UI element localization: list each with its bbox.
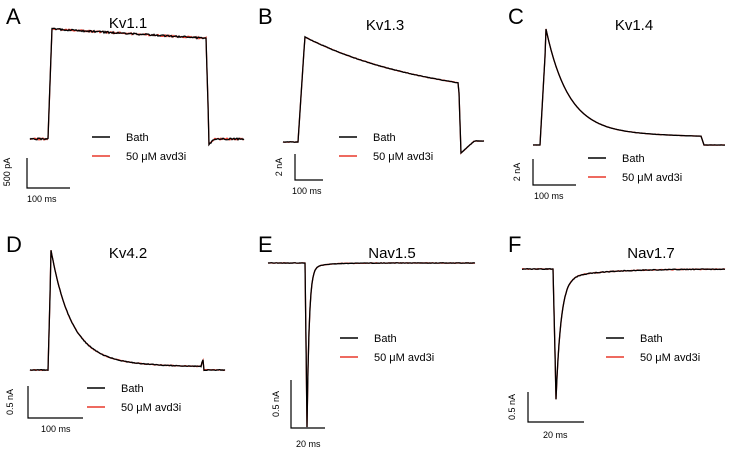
legend: Bath 50 μM avd3i <box>339 132 433 163</box>
panel-title: Kv1.3 <box>366 17 404 34</box>
scale-bar-y-label: 0.5 nA <box>5 389 15 415</box>
legend-label-drug: 50 μM avd3i <box>373 151 433 163</box>
trace-bath <box>29 250 226 372</box>
scale-bar: 0.5 nA 100 ms <box>5 386 83 434</box>
panel-letter: B <box>258 4 273 29</box>
panel-letter: D <box>6 232 22 257</box>
trace-bath <box>267 262 476 428</box>
legend-label-bath: Bath <box>640 333 663 345</box>
scale-bar: 0.5 nA 20 ms <box>507 392 584 440</box>
scale-bar: 2 nA 100 ms <box>274 154 323 196</box>
legend-label-bath: Bath <box>373 132 396 144</box>
panel-d: D Kv4.2 Bath 50 μM avd3i 0.5 nA 100 ms <box>5 232 226 434</box>
scale-bar-x-label: 20 ms <box>296 439 321 449</box>
trace-bath <box>532 28 726 146</box>
scale-bar-x-label: 100 ms <box>292 186 322 196</box>
panel-title: Kv1.1 <box>109 15 147 32</box>
legend-label-bath: Bath <box>622 153 645 165</box>
scale-bar-lines <box>527 392 584 423</box>
panel-letter: C <box>508 4 524 29</box>
panel-title: Nav1.5 <box>368 245 416 262</box>
legend: Bath 50 μM avd3i <box>92 132 186 163</box>
panel-letter: F <box>508 232 521 257</box>
scale-bar: 500 pA 100 ms <box>2 158 70 204</box>
legend: Bath 50 μM avd3i <box>606 333 700 364</box>
scale-bar-lines <box>294 154 323 181</box>
scale-bar-x-label: 100 ms <box>41 424 71 434</box>
panel-a: A Kv1.1 Bath 50 μM avd3i 500 pA 100 ms <box>2 4 245 204</box>
legend-label-bath: Bath <box>121 383 144 395</box>
scale-bar-y-label: 500 pA <box>2 158 12 187</box>
scale-bar-lines <box>532 159 576 186</box>
panel-title: Kv4.2 <box>109 245 147 262</box>
panel-letter: A <box>6 4 21 29</box>
legend: Bath 50 μM avd3i <box>87 383 181 414</box>
trace-drug <box>521 267 726 400</box>
scale-bar-lines <box>290 380 325 429</box>
trace-drug <box>29 250 226 372</box>
scale-bar-x-label: 20 ms <box>543 430 568 440</box>
legend-label-bath: Bath <box>374 333 397 345</box>
legend-label-drug: 50 μM avd3i <box>622 172 682 184</box>
legend-label-bath: Bath <box>126 132 149 144</box>
trace-drug <box>29 27 245 146</box>
trace-drug <box>267 262 476 427</box>
legend-label-drug: 50 μM avd3i <box>640 352 700 364</box>
scale-bar-y-label: 0.5 nA <box>271 391 281 417</box>
scale-bar-y-label: 0.5 nA <box>507 394 517 420</box>
trace-drug <box>532 28 726 146</box>
scale-bar-lines <box>27 386 83 419</box>
scale-bar-x-label: 100 ms <box>534 191 564 201</box>
panel-b: B Kv1.3 Bath 50 μM avd3i 2 nA 100 ms <box>258 4 485 196</box>
trace-bath <box>521 267 726 400</box>
trace-bath <box>29 27 245 147</box>
scale-bar-lines <box>26 158 70 189</box>
panel-e: E Nav1.5 Bath 50 μM avd3i 0.5 nA 20 ms <box>258 232 476 449</box>
scale-bar: 2 nA 100 ms <box>512 159 576 201</box>
scale-bar: 0.5 nA 20 ms <box>271 380 325 449</box>
scale-bar-y-label: 2 nA <box>274 158 284 177</box>
legend-label-drug: 50 μM avd3i <box>374 352 434 364</box>
panel-letter: E <box>258 232 273 257</box>
legend-label-drug: 50 μM avd3i <box>126 151 186 163</box>
scale-bar-x-label: 100 ms <box>27 194 57 204</box>
panel-title: Kv1.4 <box>615 17 653 34</box>
legend-label-drug: 50 μM avd3i <box>121 402 181 414</box>
scale-bar-y-label: 2 nA <box>512 163 522 182</box>
legend: Bath 50 μM avd3i <box>588 153 682 184</box>
trace-bath <box>282 35 485 155</box>
panel-title: Nav1.7 <box>627 245 675 262</box>
panel-f: F Nav1.7 Bath 50 μM avd3i 0.5 nA 20 ms <box>507 232 726 440</box>
panel-c: C Kv1.4 Bath 50 μM avd3i 2 nA 100 ms <box>508 4 726 201</box>
legend: Bath 50 μM avd3i <box>340 333 434 364</box>
